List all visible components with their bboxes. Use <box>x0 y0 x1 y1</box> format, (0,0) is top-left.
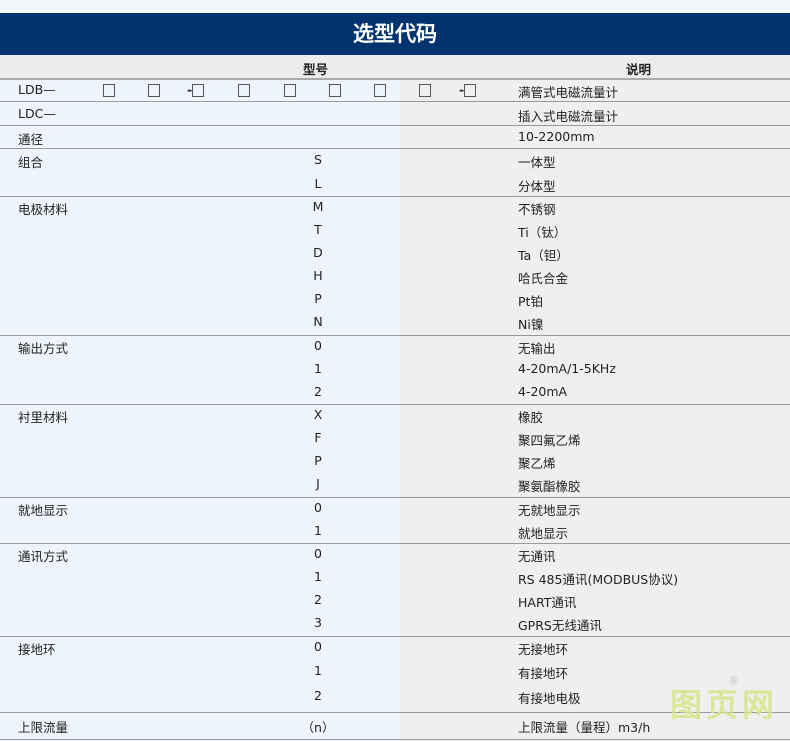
group-label: 上限流量 <box>18 720 69 735</box>
divider <box>0 148 790 149</box>
option-desc: 上限流量（量程）m3/h <box>518 720 651 735</box>
option-desc: 4-20mA/1-5KHz <box>518 361 616 376</box>
divider <box>0 335 790 336</box>
option-desc: 无就地显示 <box>518 503 581 518</box>
code-box <box>238 82 250 97</box>
option-desc: 无输出 <box>518 341 556 356</box>
divider <box>0 636 790 637</box>
option-desc: 橡胶 <box>518 410 544 425</box>
option-desc: 一体型 <box>518 155 556 170</box>
option-code: 0 <box>314 546 322 561</box>
option-code: 0 <box>314 500 322 515</box>
option-code: M <box>312 199 324 214</box>
divider <box>0 712 790 713</box>
divider <box>0 125 790 126</box>
row-desc: 插入式电磁流量计 <box>518 109 619 124</box>
divider <box>0 739 790 740</box>
option-code: P <box>314 453 322 468</box>
divider <box>0 101 790 102</box>
option-desc: 聚乙烯 <box>518 456 556 471</box>
option-code: 1 <box>314 523 322 538</box>
option-code: 1 <box>314 663 322 678</box>
group-label: 输出方式 <box>18 341 69 356</box>
group-label: 衬里材料 <box>18 410 69 425</box>
option-code: 0 <box>314 639 322 654</box>
option-code: X <box>313 407 323 422</box>
group-label: 通讯方式 <box>18 549 69 564</box>
code-box: - <box>187 82 205 97</box>
option-code: 1 <box>314 569 322 584</box>
code-box <box>103 82 115 97</box>
group-label: 电极材料 <box>18 202 69 217</box>
option-code: L <box>314 176 322 191</box>
code-box <box>374 82 386 97</box>
divider <box>0 196 790 197</box>
option-code: 1 <box>314 361 322 376</box>
option-code: F <box>314 430 322 445</box>
code-box <box>284 82 296 97</box>
row-label: LDB— <box>18 82 56 97</box>
header-model: 型号 <box>303 62 329 77</box>
option-code: 2 <box>314 384 322 399</box>
desc-column-bg <box>400 78 790 741</box>
option-code: 2 <box>314 688 322 703</box>
code-box <box>329 82 341 97</box>
option-code: S <box>314 152 322 167</box>
option-code: 2 <box>314 592 322 607</box>
option-code: N <box>313 314 323 329</box>
code-box: - <box>459 82 477 97</box>
row-desc: 满管式电磁流量计 <box>518 85 619 100</box>
option-code: T <box>314 222 322 237</box>
option-desc: 无接地环 <box>518 642 569 657</box>
header-desc: 说明 <box>626 62 652 77</box>
option-desc: 分体型 <box>518 179 556 194</box>
divider <box>0 543 790 544</box>
code-box <box>419 82 431 97</box>
option-desc: 聚氨酯橡胶 <box>518 479 581 494</box>
option-code: J <box>316 476 320 491</box>
option-code: P <box>314 291 322 306</box>
group-label: 组合 <box>18 155 44 170</box>
option-desc: 聚四氟乙烯 <box>518 433 581 448</box>
model-column-bg <box>0 78 400 741</box>
option-desc: RS 485通讯(MODBUS协议) <box>518 572 679 587</box>
row-label: LDC— <box>18 106 56 121</box>
option-desc: 哈氏合金 <box>518 271 569 286</box>
option-code: （n） <box>301 720 335 735</box>
option-desc: HART通讯 <box>518 595 577 610</box>
option-desc: 有接地环 <box>518 666 569 681</box>
page-title: 选型代码 <box>0 13 790 55</box>
group-label: 就地显示 <box>18 503 69 518</box>
divider <box>0 497 790 498</box>
row-desc: 10-2200mm <box>518 129 595 144</box>
option-desc: 有接地电极 <box>518 691 581 706</box>
group-label: 接地环 <box>18 642 56 657</box>
option-desc: Ta（钽） <box>518 248 569 263</box>
option-desc: Ti（钛） <box>518 225 567 240</box>
option-desc: Pt铂 <box>518 294 543 309</box>
option-code: H <box>313 268 323 283</box>
code-box <box>148 82 160 97</box>
option-code: 3 <box>314 615 322 630</box>
row-label: 通径 <box>18 132 44 147</box>
option-desc: 4-20mA <box>518 384 568 399</box>
watermark-logo: 图页网 ® <box>670 674 779 724</box>
option-desc: GPRS无线通讯 <box>518 618 602 633</box>
table-header: 型号 说明 <box>0 55 790 80</box>
option-desc: 就地显示 <box>518 526 569 541</box>
option-code: 0 <box>314 338 322 353</box>
option-desc: Ni镍 <box>518 317 544 332</box>
option-code: D <box>313 245 323 260</box>
divider <box>0 404 790 405</box>
option-desc: 不锈钢 <box>518 202 556 217</box>
option-desc: 无通讯 <box>518 549 556 564</box>
